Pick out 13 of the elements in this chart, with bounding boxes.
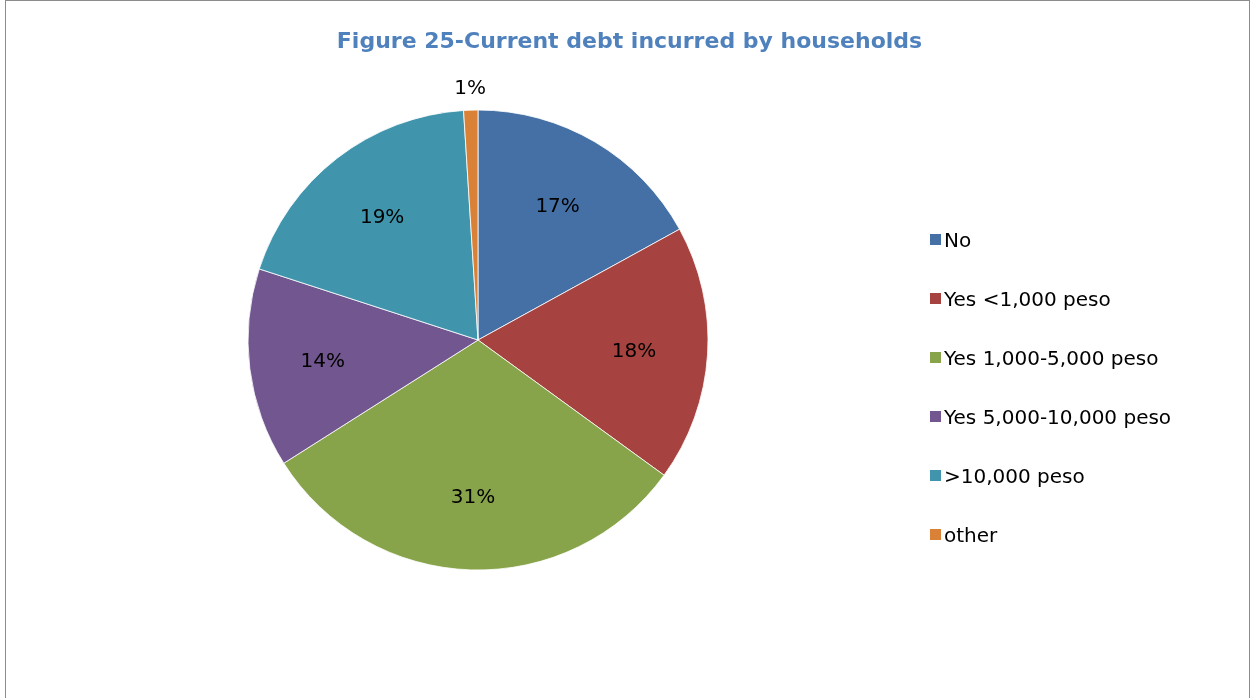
legend-label: No: [944, 228, 972, 252]
data-label: 1%: [454, 75, 486, 100]
legend-label: Yes 5,000-10,000 peso: [943, 405, 1172, 429]
legend-label: >10,000 peso: [944, 464, 1085, 488]
data-label: 14%: [300, 347, 346, 372]
data-label: 19%: [359, 204, 405, 229]
legend-label: Yes <1,000 peso: [943, 287, 1111, 311]
data-label: 17%: [535, 193, 580, 218]
data-label: 18%: [611, 337, 657, 362]
chart-title: Figure 25-Current debt incurred by households: [336, 28, 923, 53]
legend-label: Yes 1,000-5,000 peso: [943, 346, 1159, 370]
legend-label: other: [944, 523, 999, 547]
data-label: 31%: [450, 484, 496, 509]
